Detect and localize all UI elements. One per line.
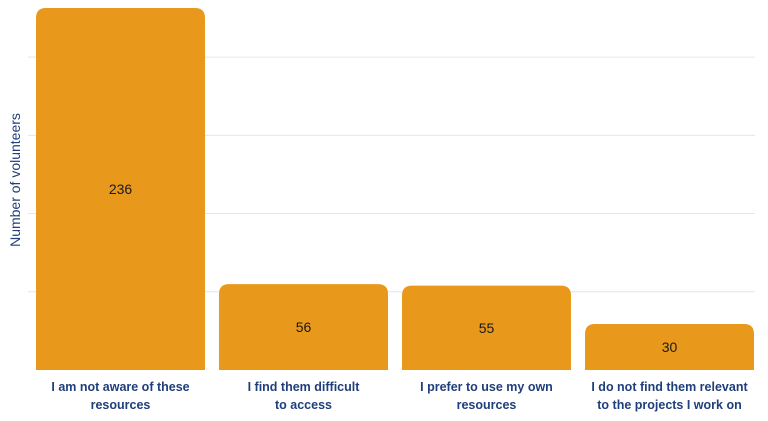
category-label-line: I prefer to use my own	[420, 380, 553, 394]
bar-value-label-3: 30	[662, 339, 678, 355]
category-label-2: I prefer to use my own resources	[397, 378, 577, 414]
category-label-line: I find them difficult	[247, 380, 360, 394]
y-axis-label: Number of volunteers	[7, 113, 23, 247]
bar-3	[585, 323, 754, 370]
category-label-line: I am not aware of these	[51, 380, 190, 394]
bar-value-label-1: 56	[296, 319, 312, 335]
bar-0	[36, 8, 205, 370]
bar-2	[402, 285, 571, 370]
bar-value-label-0: 236	[109, 181, 133, 197]
bar-value-label-2: 55	[479, 320, 495, 336]
category-label-0: I am not aware of these resources	[31, 378, 211, 414]
category-label-3: I do not find them relevant to the projec…	[580, 378, 760, 414]
category-label-line: to access	[275, 398, 332, 412]
bar-1	[219, 284, 388, 370]
category-label-line: I do not find them relevant	[591, 380, 748, 394]
category-label-line: resources	[456, 398, 517, 412]
category-label-line: to the projects I work on	[597, 398, 742, 412]
category-label-line: resources	[90, 398, 151, 412]
category-label-1: I find them difficult to access	[214, 378, 394, 414]
